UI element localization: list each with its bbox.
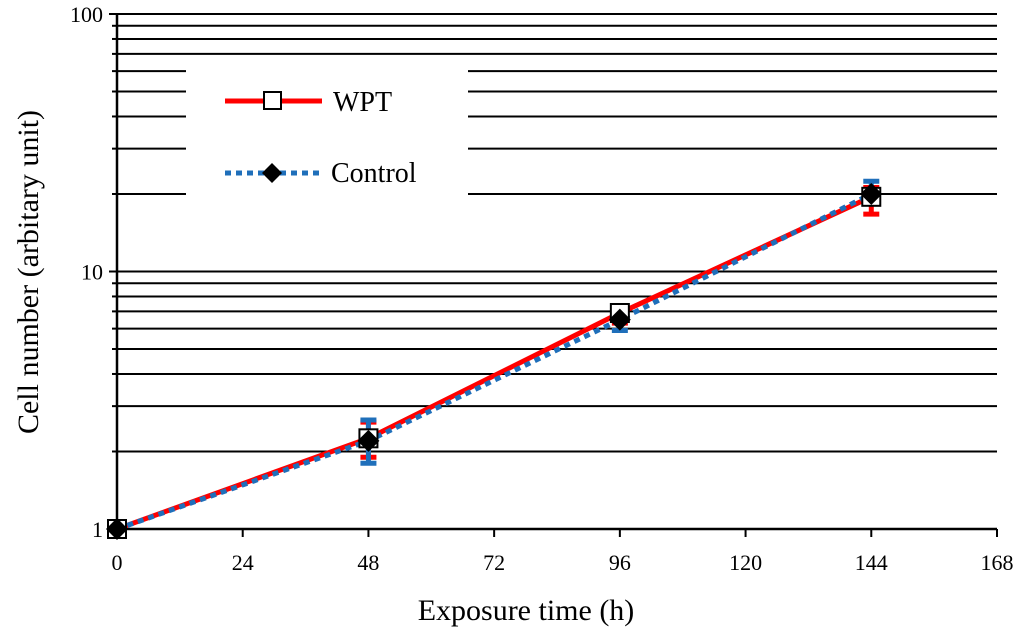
y-tick-label: 100 <box>70 2 103 27</box>
x-tick-label: 72 <box>483 550 505 575</box>
series-line-control <box>116 191 873 532</box>
data-markers <box>106 182 883 540</box>
y-tick-label: 1 <box>92 517 103 542</box>
x-axis-title: Exposure time (h) <box>418 594 635 627</box>
data-point-control <box>608 308 631 331</box>
x-tick-label: 48 <box>357 550 379 575</box>
legend-control-marker <box>262 163 282 183</box>
data-point-control <box>106 518 128 540</box>
x-tick-label: 144 <box>855 550 888 575</box>
x-tick-label: 120 <box>729 550 762 575</box>
axes <box>109 13 998 537</box>
legend-control-label: Control <box>331 158 417 189</box>
y-axis-title: Cell number (arbitary unit) <box>12 110 45 434</box>
x-tick-label: 96 <box>609 550 631 575</box>
x-tick-label: 24 <box>232 550 254 575</box>
legend-wpt-label: WPT <box>333 87 392 118</box>
legend: WPT Control <box>186 56 468 200</box>
legend-wpt-marker <box>263 91 282 110</box>
y-tick-label: 10 <box>81 260 103 285</box>
data-point-control <box>357 429 380 452</box>
legend-background <box>186 56 468 200</box>
series-lines <box>116 191 873 532</box>
tick-labels: 0 24 48 72 96 120 144 168 1 10 100 <box>70 2 1014 575</box>
series-line-wpt <box>116 194 873 532</box>
x-tick-label: 168 <box>981 550 1014 575</box>
data-point-control <box>860 182 883 205</box>
x-tick-label: 0 <box>112 550 123 575</box>
